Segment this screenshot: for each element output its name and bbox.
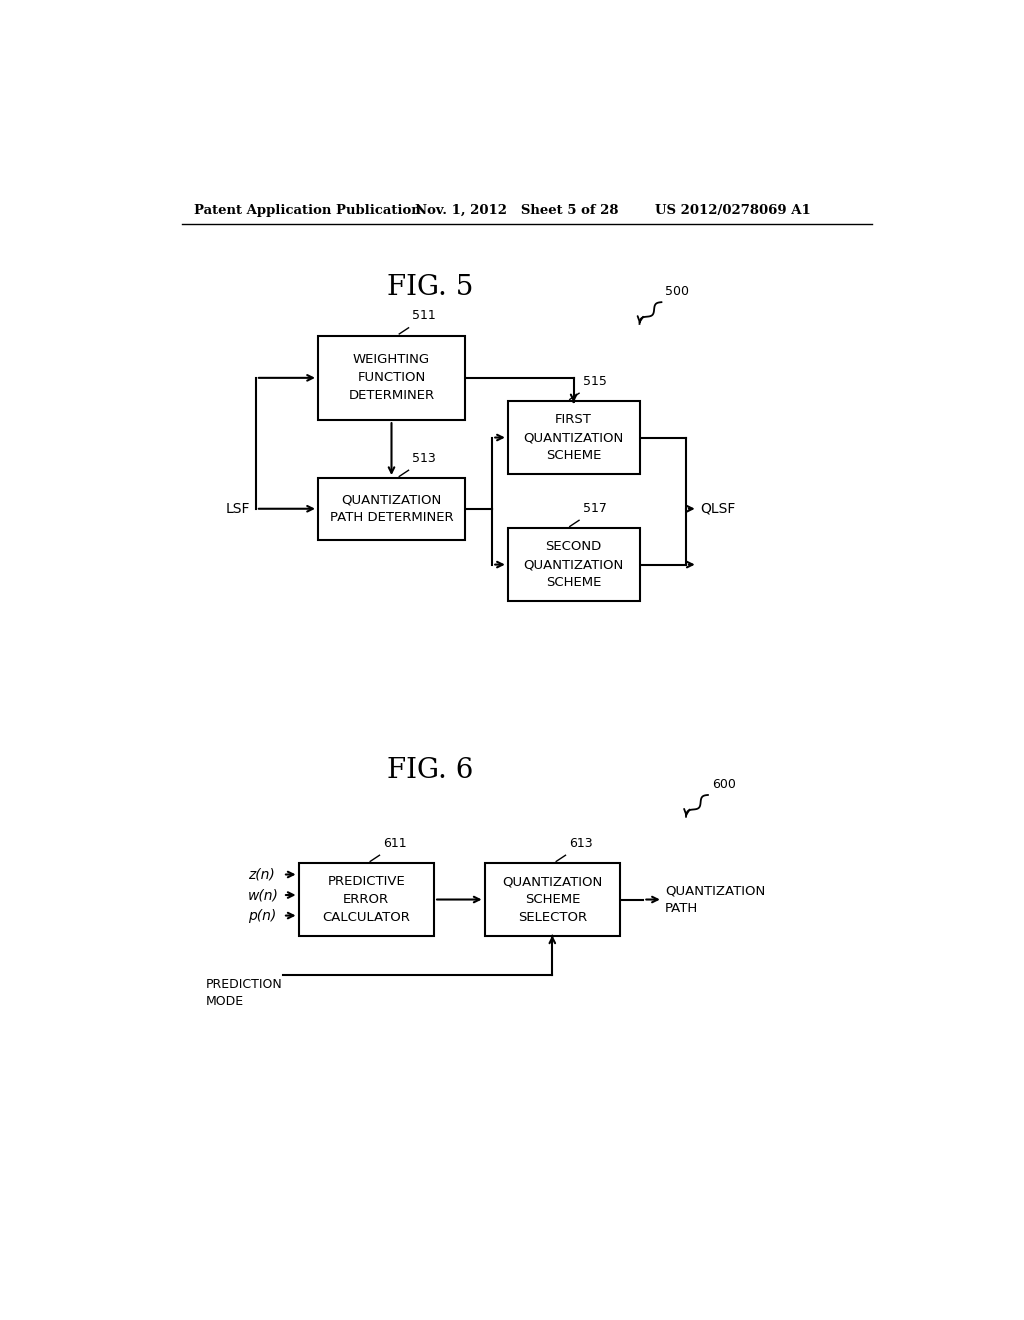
Text: 600: 600 (712, 777, 735, 791)
Text: QUANTIZATION
SCHEME
SELECTOR: QUANTIZATION SCHEME SELECTOR (502, 875, 602, 924)
Text: FIRST
QUANTIZATION
SCHEME: FIRST QUANTIZATION SCHEME (523, 413, 624, 462)
Text: WEIGHTING
FUNCTION
DETERMINER: WEIGHTING FUNCTION DETERMINER (348, 354, 434, 403)
Text: Nov. 1, 2012   Sheet 5 of 28: Nov. 1, 2012 Sheet 5 of 28 (415, 205, 618, 218)
FancyBboxPatch shape (484, 863, 621, 936)
Text: FIG. 5: FIG. 5 (387, 275, 473, 301)
FancyBboxPatch shape (299, 863, 434, 936)
Text: 611: 611 (383, 837, 407, 850)
Text: 613: 613 (569, 837, 593, 850)
FancyBboxPatch shape (508, 528, 640, 601)
Text: LSF: LSF (225, 502, 250, 516)
Text: QUANTIZATION
PATH DETERMINER: QUANTIZATION PATH DETERMINER (330, 494, 454, 524)
Text: Patent Application Publication: Patent Application Publication (194, 205, 421, 218)
Text: 517: 517 (583, 502, 607, 515)
Text: QLSF: QLSF (700, 502, 735, 516)
FancyBboxPatch shape (317, 478, 465, 540)
Text: PREDICTION
MODE: PREDICTION MODE (206, 978, 283, 1008)
Text: z(n): z(n) (248, 867, 274, 882)
Text: w(n): w(n) (248, 888, 279, 902)
Text: 515: 515 (583, 375, 607, 388)
Text: p(n): p(n) (248, 908, 276, 923)
Text: PREDICTIVE
ERROR
CALCULATOR: PREDICTIVE ERROR CALCULATOR (323, 875, 411, 924)
Text: US 2012/0278069 A1: US 2012/0278069 A1 (655, 205, 811, 218)
Text: SECOND
QUANTIZATION
SCHEME: SECOND QUANTIZATION SCHEME (523, 540, 624, 589)
FancyBboxPatch shape (317, 335, 465, 420)
FancyBboxPatch shape (508, 401, 640, 474)
Text: 513: 513 (413, 451, 436, 465)
Text: 500: 500 (666, 285, 689, 298)
Text: 511: 511 (413, 309, 436, 322)
Text: QUANTIZATION
PATH: QUANTIZATION PATH (665, 884, 765, 915)
Text: FIG. 6: FIG. 6 (387, 758, 473, 784)
